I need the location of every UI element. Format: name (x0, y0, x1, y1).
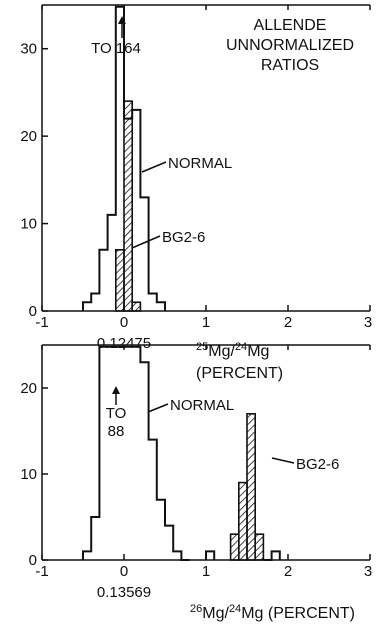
leader-bg2-6 (131, 235, 161, 249)
bar-bg2-6 (246, 412, 256, 561)
x-axis-label: 26Mg/24Mg (PERCENT) (190, 603, 355, 622)
x-tick-label: 0 (120, 563, 128, 580)
x-tick-label: 2 (284, 563, 292, 580)
annotation-to-164: TO 164 (91, 40, 141, 57)
arrow-head (112, 386, 120, 394)
x-tick-label: 3 (364, 314, 372, 331)
y-tick-label: 10 (20, 216, 37, 233)
x-tick-label: -1 (35, 563, 48, 580)
x-tick-label: -1 (35, 314, 48, 331)
reference-value: 0.13569 (97, 584, 151, 601)
histogram-normal (82, 345, 281, 561)
y-tick-label: 20 (20, 380, 37, 397)
leader-bg2-6 (271, 457, 295, 464)
y-tick-label: 0 (29, 552, 37, 569)
bar-bg2-6 (254, 533, 265, 561)
y-tick-label: 20 (20, 128, 37, 145)
chart-title-line: UNNORMALIZED (226, 37, 354, 54)
series-label-bg2-6: BG2-6 (162, 229, 205, 246)
reference-value: 0.12475 (97, 335, 151, 352)
y-tick-label: 0 (29, 303, 37, 320)
bar-bg2-6 (115, 249, 125, 312)
x-tick-label: 3 (364, 563, 372, 580)
x-tick-label: 1 (202, 314, 210, 331)
annotation-to: TO (106, 405, 127, 422)
series-label-normal: NORMAL (170, 397, 234, 414)
bar-bg2-6 (131, 301, 142, 312)
x-axis-label-ratio: 25Mg/24Mg (196, 341, 269, 360)
y-tick-label: 30 (20, 41, 37, 58)
bar-bg2-6 (123, 100, 133, 312)
x-tick-label: 1 (202, 563, 210, 580)
bar-bg2-6 (229, 533, 240, 561)
histogram-normal (82, 5, 166, 311)
series-label-normal: NORMAL (168, 155, 232, 172)
series-label-bg2-6: BG2-6 (296, 456, 339, 473)
arrow-head (118, 16, 126, 24)
x-tick-label: 0 (120, 314, 128, 331)
bar-bg2-6 (238, 481, 248, 561)
x-tick-label: 2 (284, 314, 292, 331)
annotation-88: 88 (108, 423, 125, 440)
y-tick-label: 10 (20, 466, 37, 483)
leader-normal (147, 403, 169, 413)
chart-title-line: ALLENDE (254, 17, 327, 34)
chart-title-line: RATIOS (261, 57, 319, 74)
leader-normal (141, 161, 167, 173)
x-axis-label-unit: (PERCENT) (196, 365, 283, 382)
